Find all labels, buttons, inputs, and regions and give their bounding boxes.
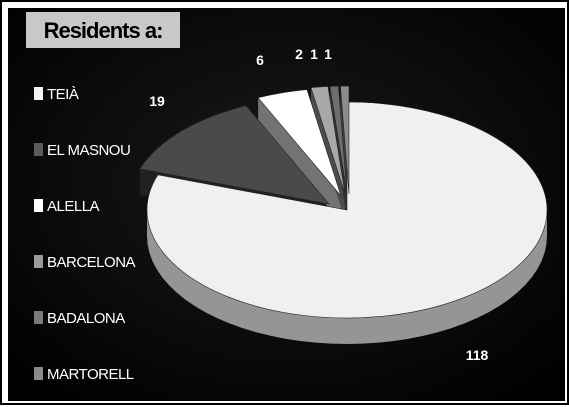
legend-swatch-martorell [34,367,43,380]
legend-label-el-masnou: EL MASNOU [47,142,130,159]
pie-slice-alella [257,89,342,197]
pie-slice-badalona [329,85,348,195]
data-label-alella: 6 [256,52,264,68]
legend-label-alella: ALELLA [47,198,100,215]
data-label-tei-: 118 [466,347,489,363]
pie-slice-el-masnou [139,105,330,205]
legend-swatch-el-masnou [34,143,43,156]
legend-label-martorell: MARTORELL [47,366,134,383]
pie-slice-tei- [146,101,548,319]
legend-label-tei-: TEIÀ [47,86,79,103]
pie-slice-side-tei- [147,210,547,344]
legend-label-badalona: BADALONA [47,310,125,327]
legend: TEIÀ EL MASNOU ALELLA BARCELONA BADALONA MART… [34,86,136,383]
data-label-martorell: 1 [324,46,332,62]
legend-swatch-tei- [34,87,43,100]
chart-title-box [26,12,180,48]
legend-swatch-alella [34,199,43,212]
legend-swatch-barcelona [34,255,43,268]
data-label-barcelona: 2 [295,46,303,62]
pie-slice-face-alella [258,97,341,222]
pie-slice-barcelona [310,86,346,195]
data-label-badalona: 1 [310,46,318,62]
chart-title: Residents a: [44,18,163,43]
legend-swatch-badalona [34,311,43,324]
data-label-el-masnou: 19 [149,93,165,109]
legend-label-barcelona: BARCELONA [47,254,136,271]
pie-slice-martorell [340,85,350,195]
